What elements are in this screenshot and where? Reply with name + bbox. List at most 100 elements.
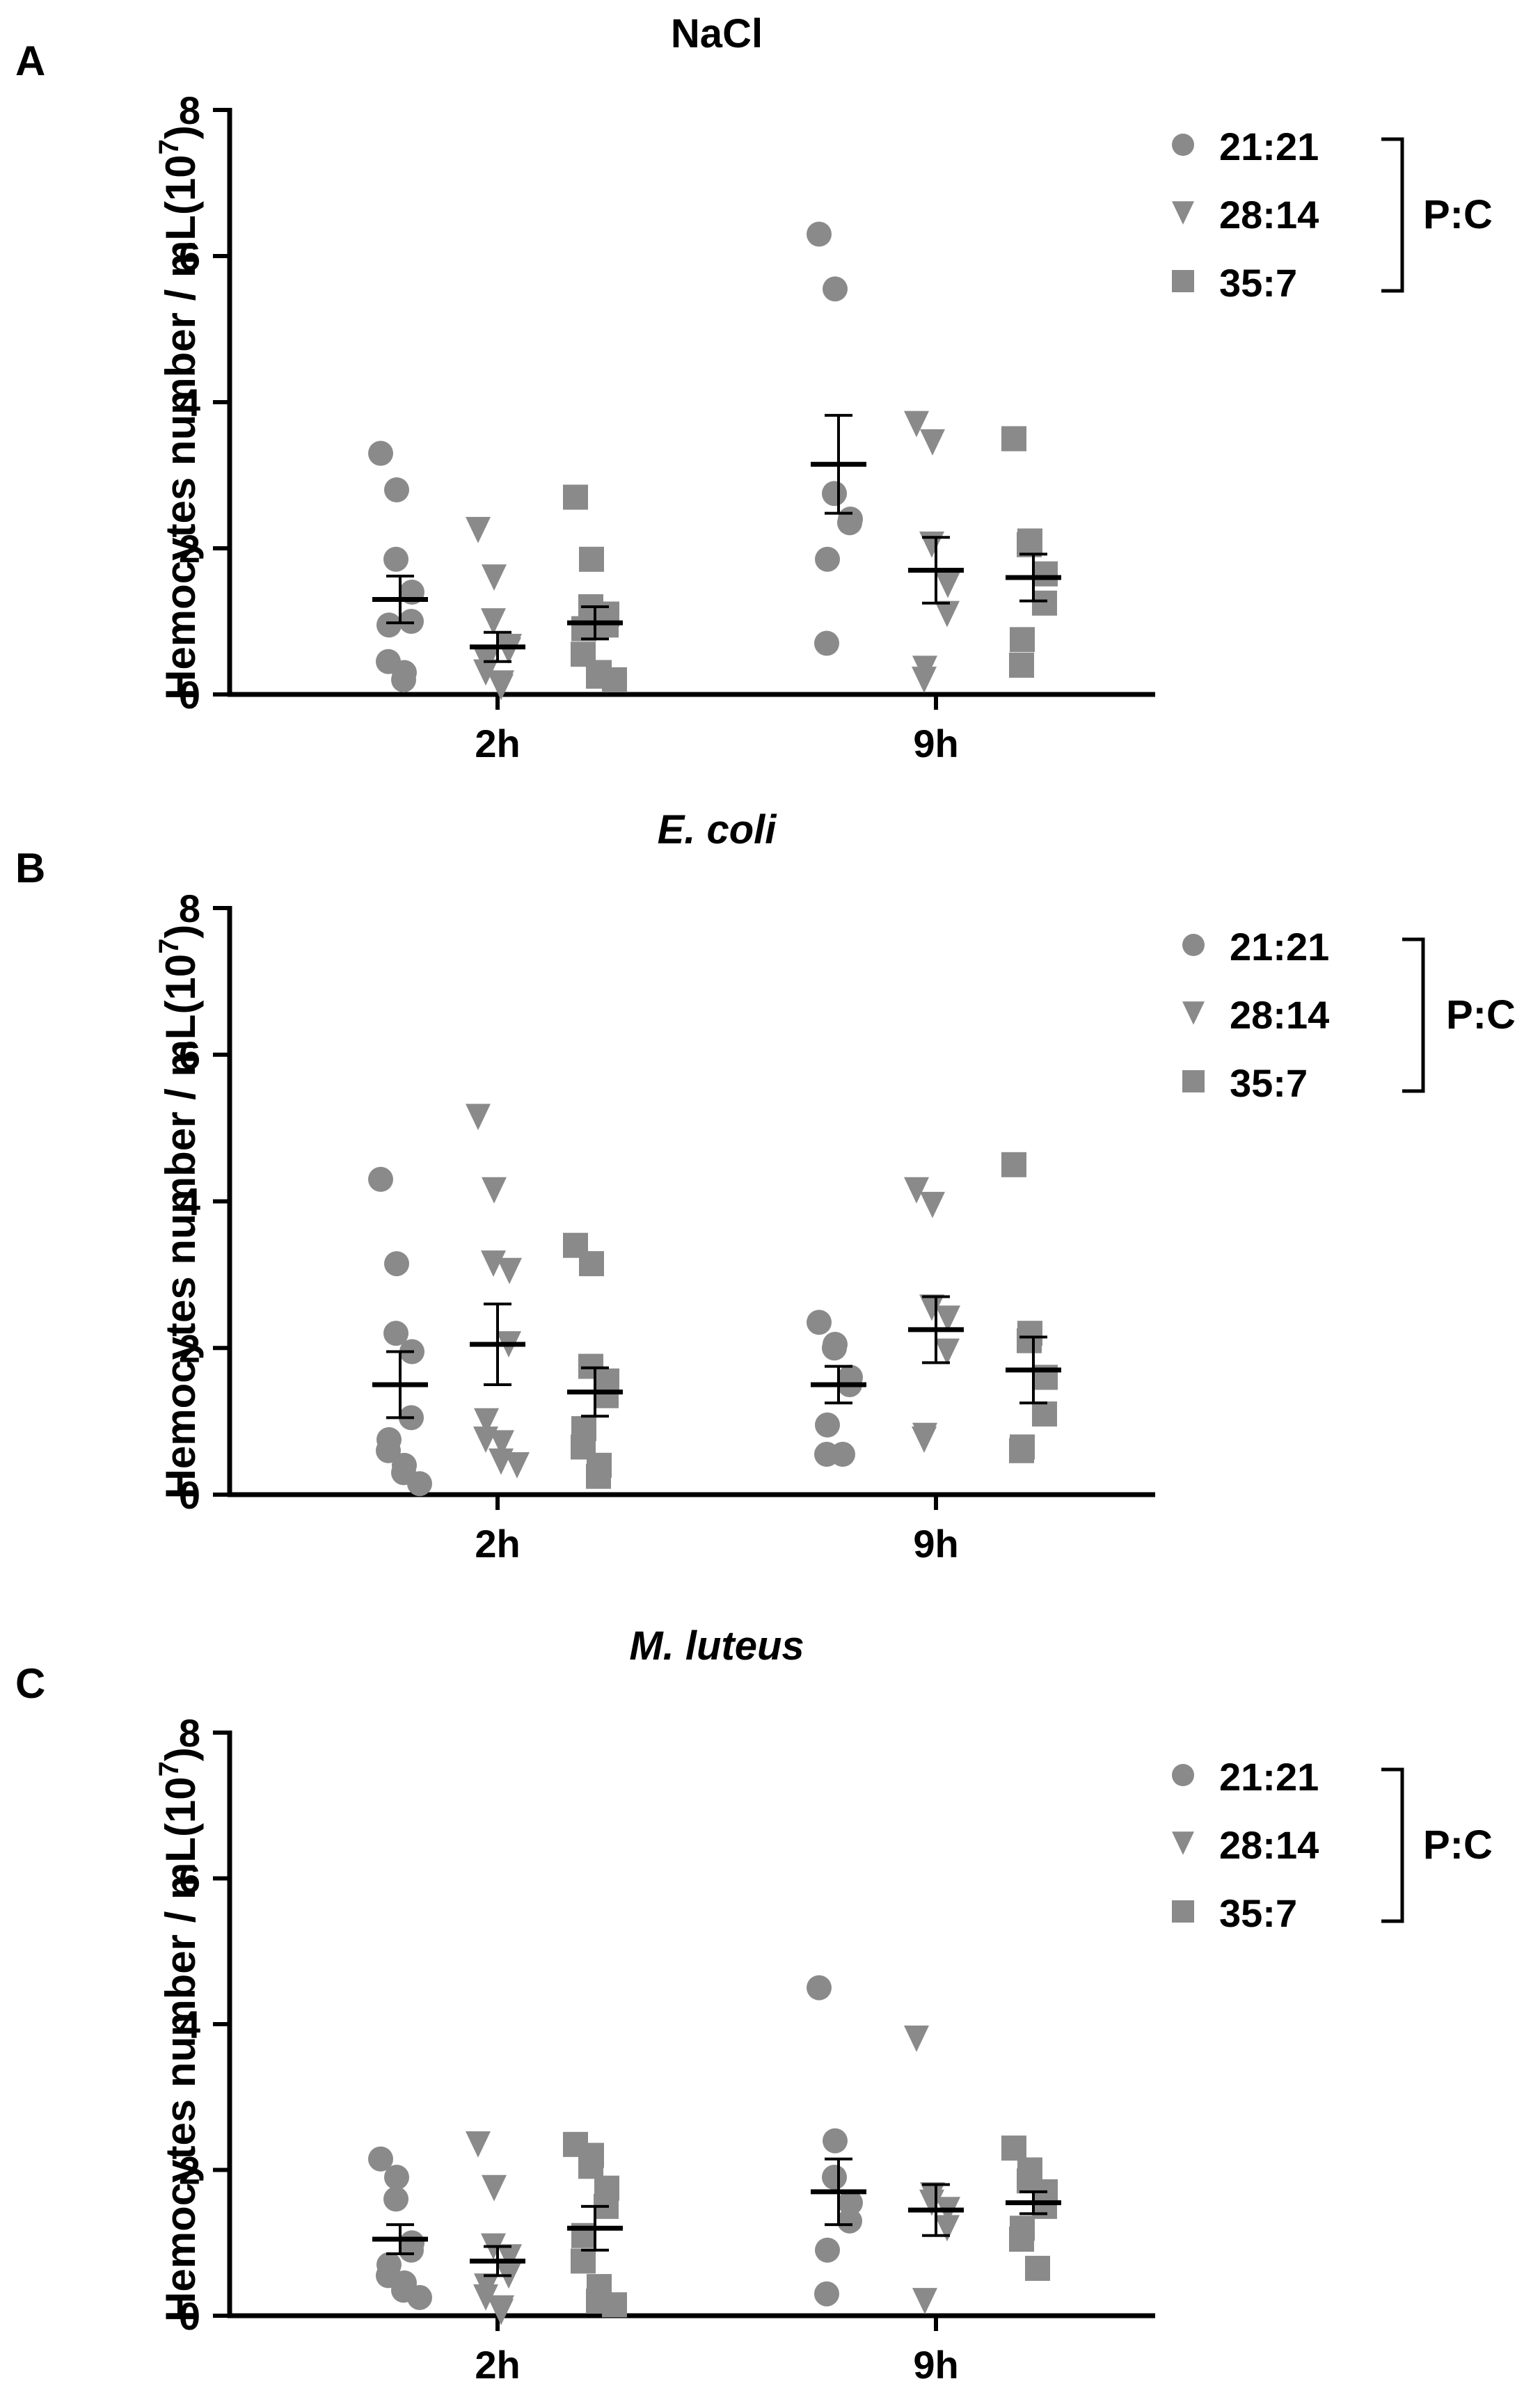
panel-c: C M. luteus 0 2 4 6 8 2h 9h Hemocytes number / mL… (15, 1623, 1493, 2387)
data-point (602, 667, 627, 692)
data-point (815, 2237, 840, 2263)
data-point (594, 1383, 619, 1408)
legend-group-label: P:C (1446, 992, 1516, 1037)
data-point (919, 2189, 944, 2216)
y-axis-label-main: Hemocytes number / mL(10 (157, 1776, 204, 2322)
y-axis-label: Hemocytes number / mL(107) (154, 925, 204, 1500)
data-point (837, 2208, 862, 2234)
chart-title: E. coli (658, 807, 778, 852)
data-point (822, 481, 847, 507)
data-group (466, 1104, 530, 1479)
legend-label: 35:7 (1219, 261, 1297, 305)
legend-marker (1172, 1764, 1194, 1786)
data-point (473, 659, 498, 686)
data-point (482, 2174, 507, 2202)
data-group (904, 2026, 960, 2314)
data-point (912, 1426, 937, 1453)
data-group (563, 1232, 619, 1489)
data-point (814, 630, 839, 656)
legend-marker (1172, 134, 1194, 156)
data-point (489, 1430, 514, 1457)
x-tick-label: 2h (475, 722, 520, 765)
data-point (384, 477, 409, 502)
y-tick-label: 4 (179, 381, 200, 424)
data-point (904, 411, 929, 438)
legend-group-label: P:C (1423, 192, 1493, 237)
y-axis-label-close: ) (157, 125, 204, 139)
chart-title: NaCl (671, 11, 763, 56)
data-point (823, 276, 848, 302)
data-point (807, 1310, 832, 1335)
data-point (368, 440, 393, 466)
legend-label: 35:7 (1230, 1061, 1308, 1105)
data-group (807, 221, 863, 656)
data-point (489, 2298, 514, 2325)
legend-label: 28:14 (1219, 193, 1319, 237)
data-point (912, 2288, 937, 2314)
data-point (920, 1191, 945, 1218)
data-point (935, 1338, 960, 1365)
panel-label: C (15, 1660, 45, 1707)
y-tick-label: 0 (179, 2294, 200, 2338)
data-point (482, 564, 507, 591)
legend-marker (1172, 1831, 1194, 1855)
y-tick-label: 6 (179, 1033, 200, 1077)
y-tick-label: 6 (179, 234, 200, 278)
legend: 21:21 28:14 35:7 P:C (1172, 125, 1493, 305)
data-point (391, 667, 416, 692)
legend-marker (1172, 270, 1194, 292)
data-group (563, 484, 627, 692)
data-point (823, 2128, 848, 2154)
data-point (466, 516, 491, 543)
data-point (579, 1251, 604, 1277)
data-point (1032, 1401, 1057, 1427)
data-point (912, 667, 937, 693)
legend-label: 35:7 (1219, 1891, 1297, 1935)
data-point (384, 1251, 409, 1277)
y-axis-label-close: ) (157, 925, 204, 939)
y-axis-label-exponent: 7 (154, 139, 184, 154)
data-point (919, 1294, 944, 1321)
y-tick-label: 0 (179, 1473, 200, 1517)
data-point (399, 609, 424, 634)
data-point (383, 546, 408, 572)
y-tick-label: 2 (179, 1326, 200, 1370)
legend-marker (1172, 201, 1194, 225)
data-point (368, 1166, 393, 1192)
data-point (822, 1335, 847, 1361)
y-axis-label: Hemocytes number / mL(107) (154, 125, 204, 700)
data-point (571, 616, 596, 642)
panel-a: A NaCl 0 2 4 6 8 2h 9h Hemocytes number / mL(107)… (15, 11, 1493, 765)
y-tick-label: 8 (179, 1711, 200, 1755)
data-group (1001, 1152, 1058, 1463)
data-point (399, 2237, 424, 2263)
data-point (1009, 1438, 1034, 1463)
data-point (383, 2186, 408, 2212)
legend-group-label: P:C (1423, 1822, 1493, 1868)
data-point (473, 2284, 498, 2311)
y-tick-label: 4 (179, 1180, 200, 1224)
data-point (497, 2244, 522, 2271)
y-axis-label-exponent: 7 (154, 939, 184, 954)
data-point (383, 1321, 408, 1346)
y-tick-label: 2 (179, 2149, 200, 2193)
data-point (822, 2164, 847, 2190)
data-point (407, 1471, 432, 1497)
data-group (466, 2131, 522, 2325)
data-point (496, 637, 521, 664)
y-tick-label: 0 (179, 673, 200, 717)
data-group (1001, 426, 1058, 678)
data-point (579, 546, 604, 572)
legend-bracket (1381, 1767, 1404, 1923)
data-point (466, 1104, 491, 1131)
x-tick-label: 9h (913, 2343, 958, 2387)
y-axis-label-close: ) (157, 1747, 204, 1761)
data-point (1033, 561, 1058, 587)
data-point (578, 2154, 603, 2179)
y-axis-label-main: Hemocytes number / mL(10 (157, 154, 204, 700)
data-point (384, 2164, 409, 2190)
x-tick-label: 2h (475, 2343, 520, 2387)
data-point (815, 546, 840, 572)
chart-title: M. luteus (629, 1623, 804, 1669)
